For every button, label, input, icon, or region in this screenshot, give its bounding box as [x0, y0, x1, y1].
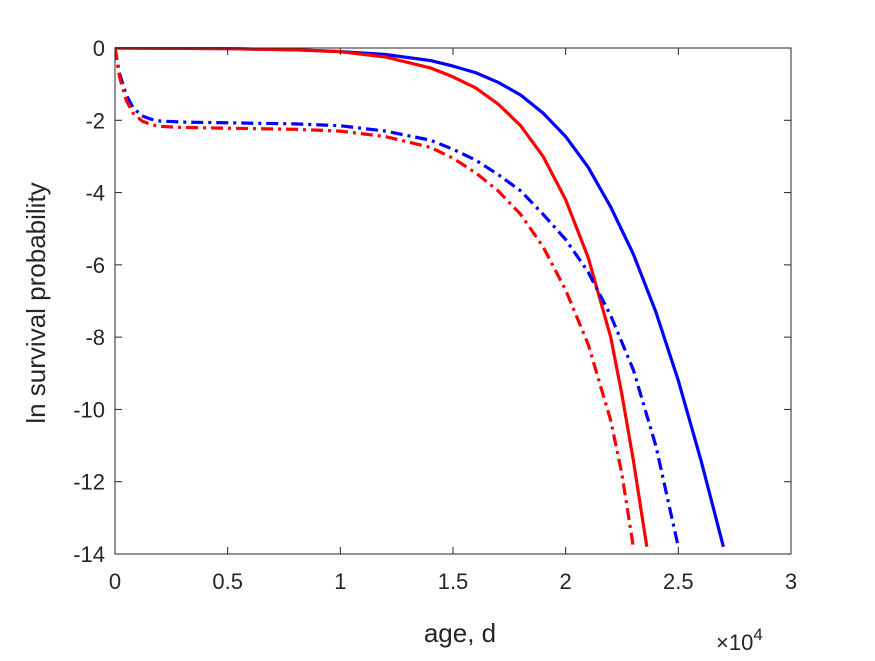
x-multiplier-exponent: 4: [753, 625, 762, 644]
y-tick-label: -14: [73, 542, 105, 567]
plot-background: [115, 48, 791, 554]
y-axis-label: ln survival probability: [21, 182, 51, 423]
y-tick-label: -6: [85, 253, 105, 278]
x-tick-label: 0: [109, 569, 121, 594]
series-line-2-solid: [115, 47, 649, 548]
x-tick-label: 3: [785, 569, 797, 594]
x-tick-label: 0.5: [212, 569, 243, 594]
axes-layer: 0 0.5 1 1.5 2 2.5 3 -14 -12 -10 -8 -6 -4 -2 0: [73, 36, 797, 594]
x-tick-label: 2: [560, 569, 572, 594]
y-tick-label: -10: [73, 397, 105, 422]
x-tick-label: 1: [334, 569, 346, 594]
x-multiplier-base: ×10: [716, 630, 753, 655]
series-line-3-dashdot: [115, 47, 680, 548]
x-tick-label: 2.5: [663, 569, 694, 594]
x-tick-label: 1.5: [438, 569, 469, 594]
y-tick-label: -8: [85, 325, 105, 350]
x-multiplier-label: ×104: [716, 625, 763, 655]
x-axis-label: age, d: [424, 618, 496, 648]
plot-area: [115, 48, 791, 554]
series-line-4-dashdot: [115, 47, 635, 548]
y-tick-label: -2: [85, 108, 105, 133]
y-tick-label: -4: [85, 181, 105, 206]
y-tick-label: 0: [93, 36, 105, 61]
y-tick-label: -12: [73, 470, 105, 495]
